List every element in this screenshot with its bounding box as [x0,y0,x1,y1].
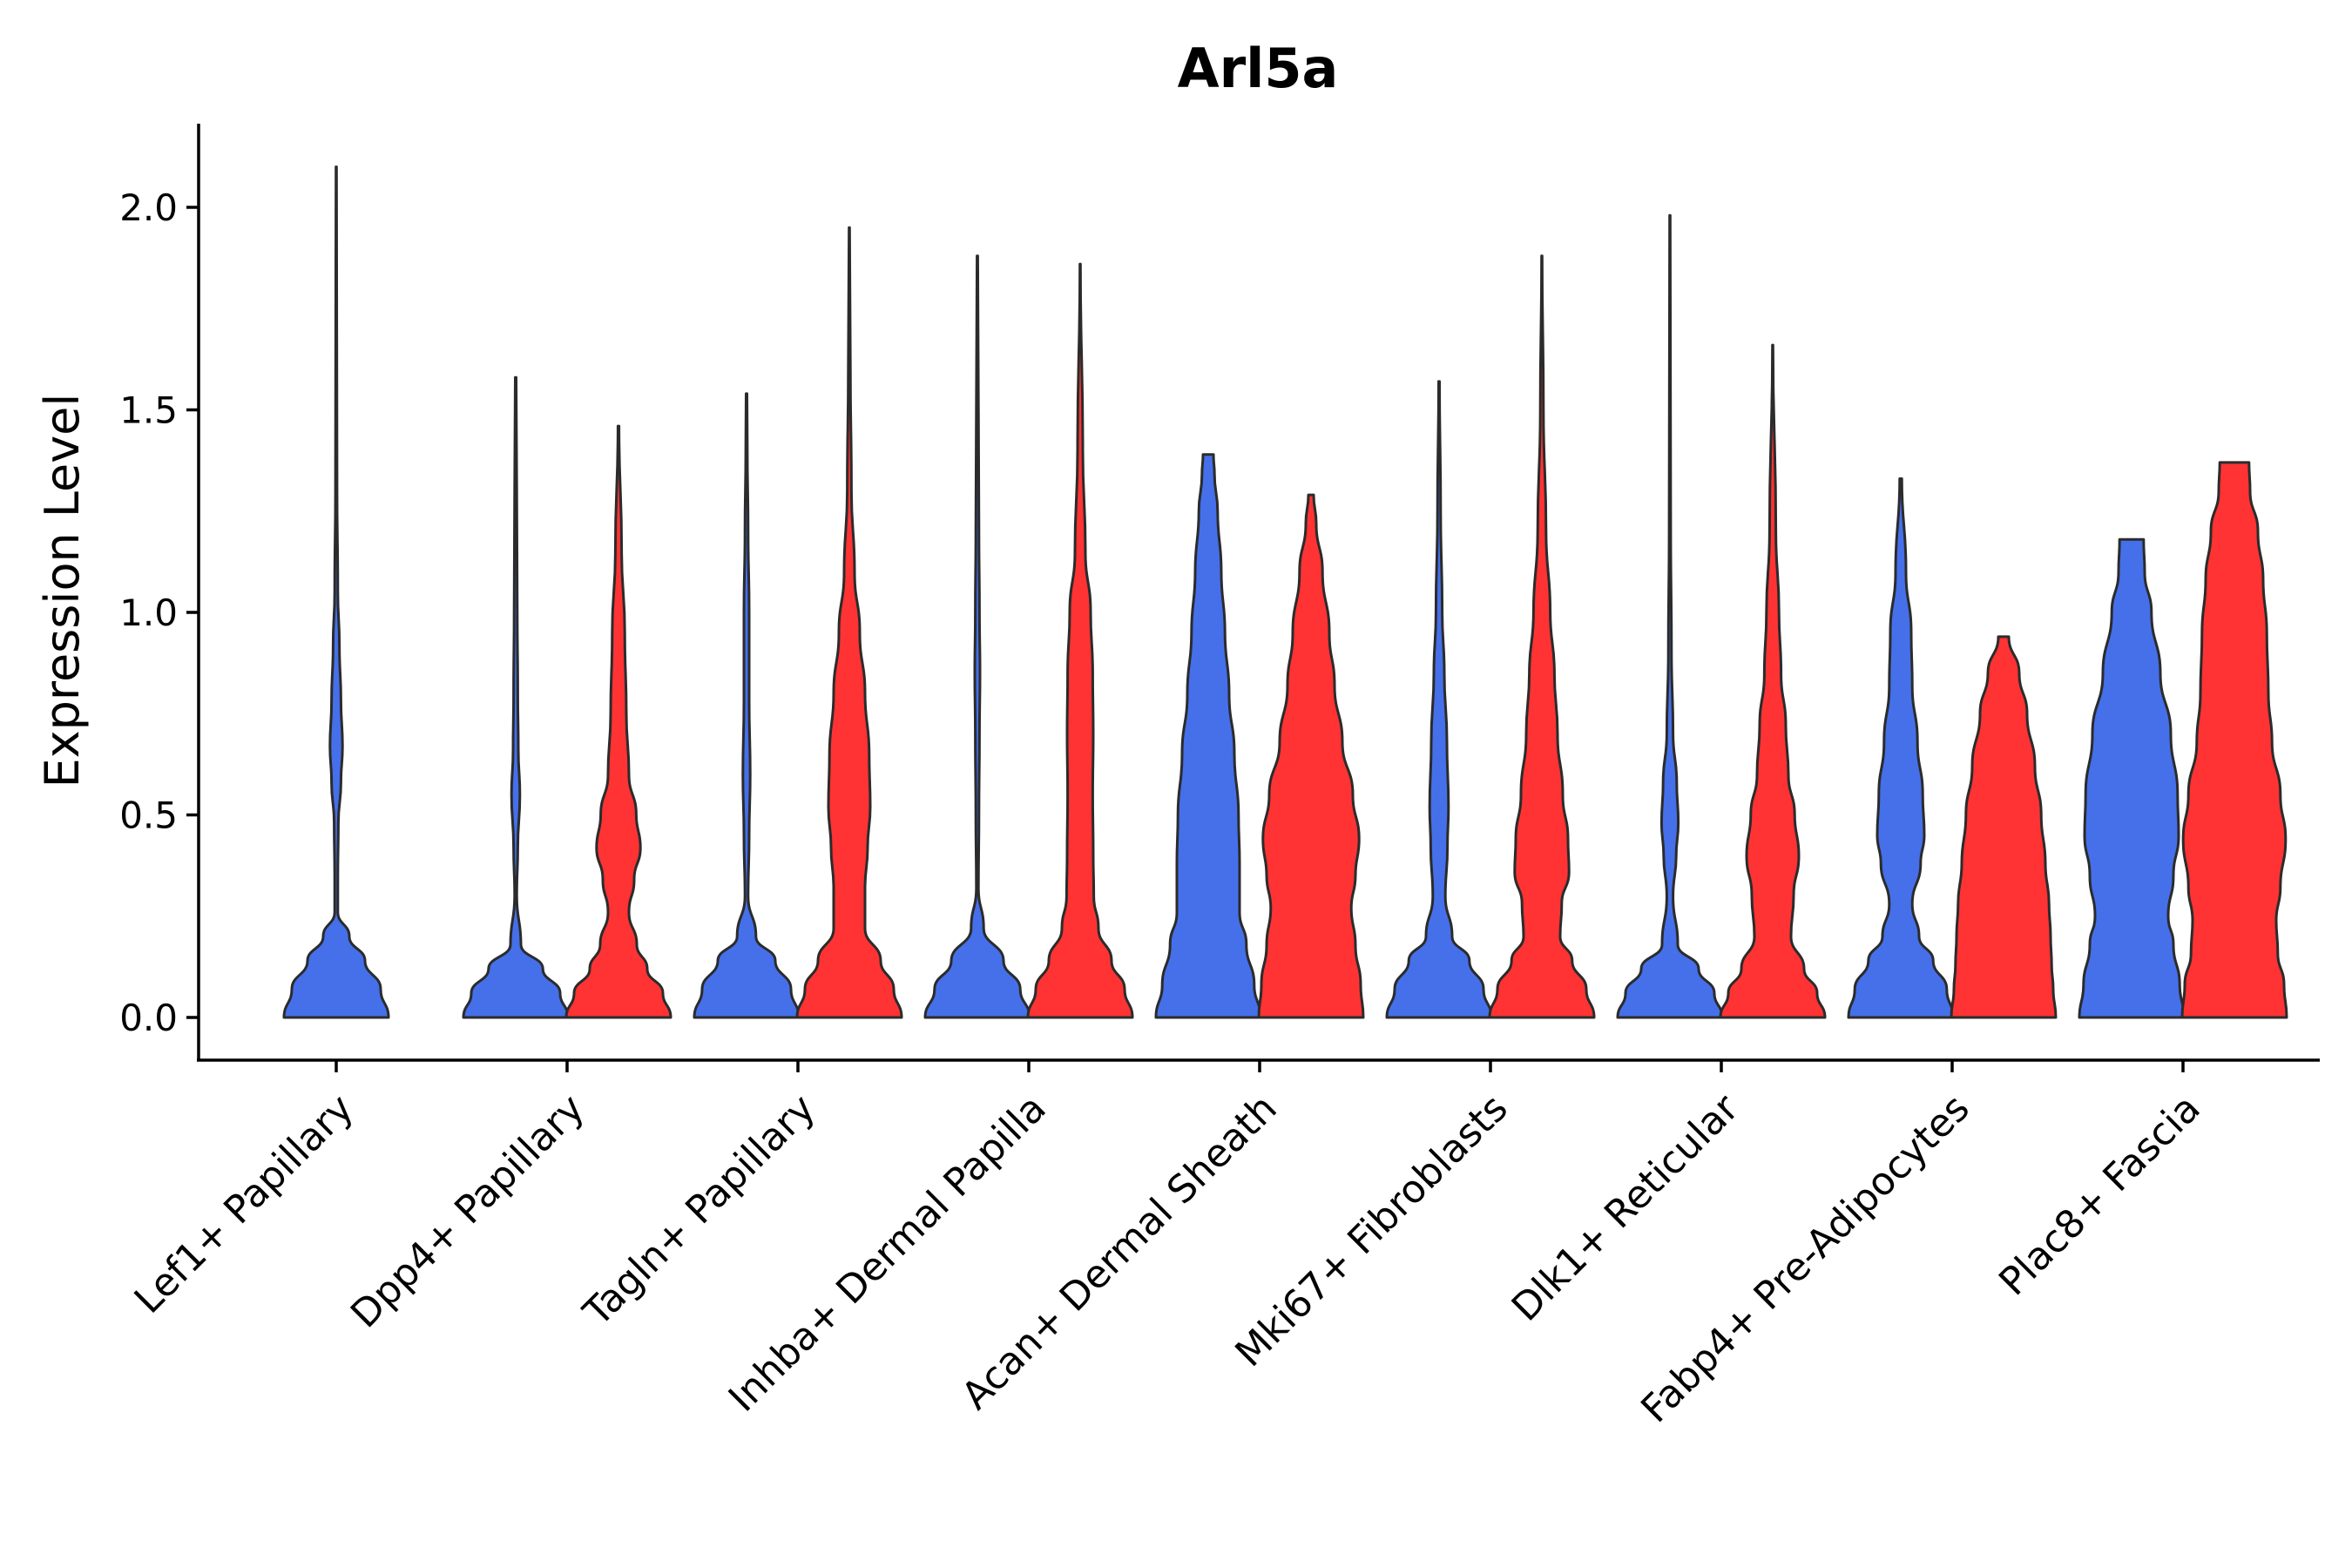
violin-group_2-6 [1719,343,1827,1019]
y-tick-label: 0.5 [119,794,178,837]
violins [282,166,2288,1019]
y-tick-label: 2.0 [119,186,178,229]
y-tick-label: 1.5 [119,389,178,432]
violin-group_1-3 [923,254,1031,1019]
violin-group_2-5 [1488,254,1596,1019]
x-tick-label: Plac8+ Fascia [1990,1086,2209,1305]
x-tick-label: Dlk1+ Reticular [1504,1085,1748,1330]
violin-group_2-2 [795,226,903,1019]
violin-group_1-8 [2078,537,2186,1019]
y-axis-ticks: 0.0 0.5 1.0 1.5 2.0 [119,186,199,1039]
y-axis-label: Expression Level [35,394,90,788]
y-tick-label: 0.0 [119,997,178,1039]
x-tick-label: Dpp4+ Papillary [342,1086,593,1337]
violin-group_2-7 [1950,635,2058,1019]
violin-group_2-8 [2180,461,2288,1019]
x-tick-label: Tagln+ Papillary [575,1086,824,1335]
violin-group_2-1 [564,424,672,1019]
violin-group_1-5 [1385,380,1493,1019]
violin-group_1-6 [1616,213,1724,1019]
violin-group_1-1 [462,375,570,1019]
violin-group_2-3 [1026,262,1134,1019]
chart-title: Arl5a [1178,37,1339,100]
violin-group_2-4 [1257,493,1365,1019]
y-tick-label: 1.0 [119,591,178,634]
violin-group_1-2 [693,392,801,1019]
violin-group_1-0 [282,166,390,1019]
violin-group_1-7 [1847,477,1955,1019]
x-tick-label: Lef1+ Papillary [126,1086,362,1322]
violin-group_1-4 [1154,453,1262,1019]
